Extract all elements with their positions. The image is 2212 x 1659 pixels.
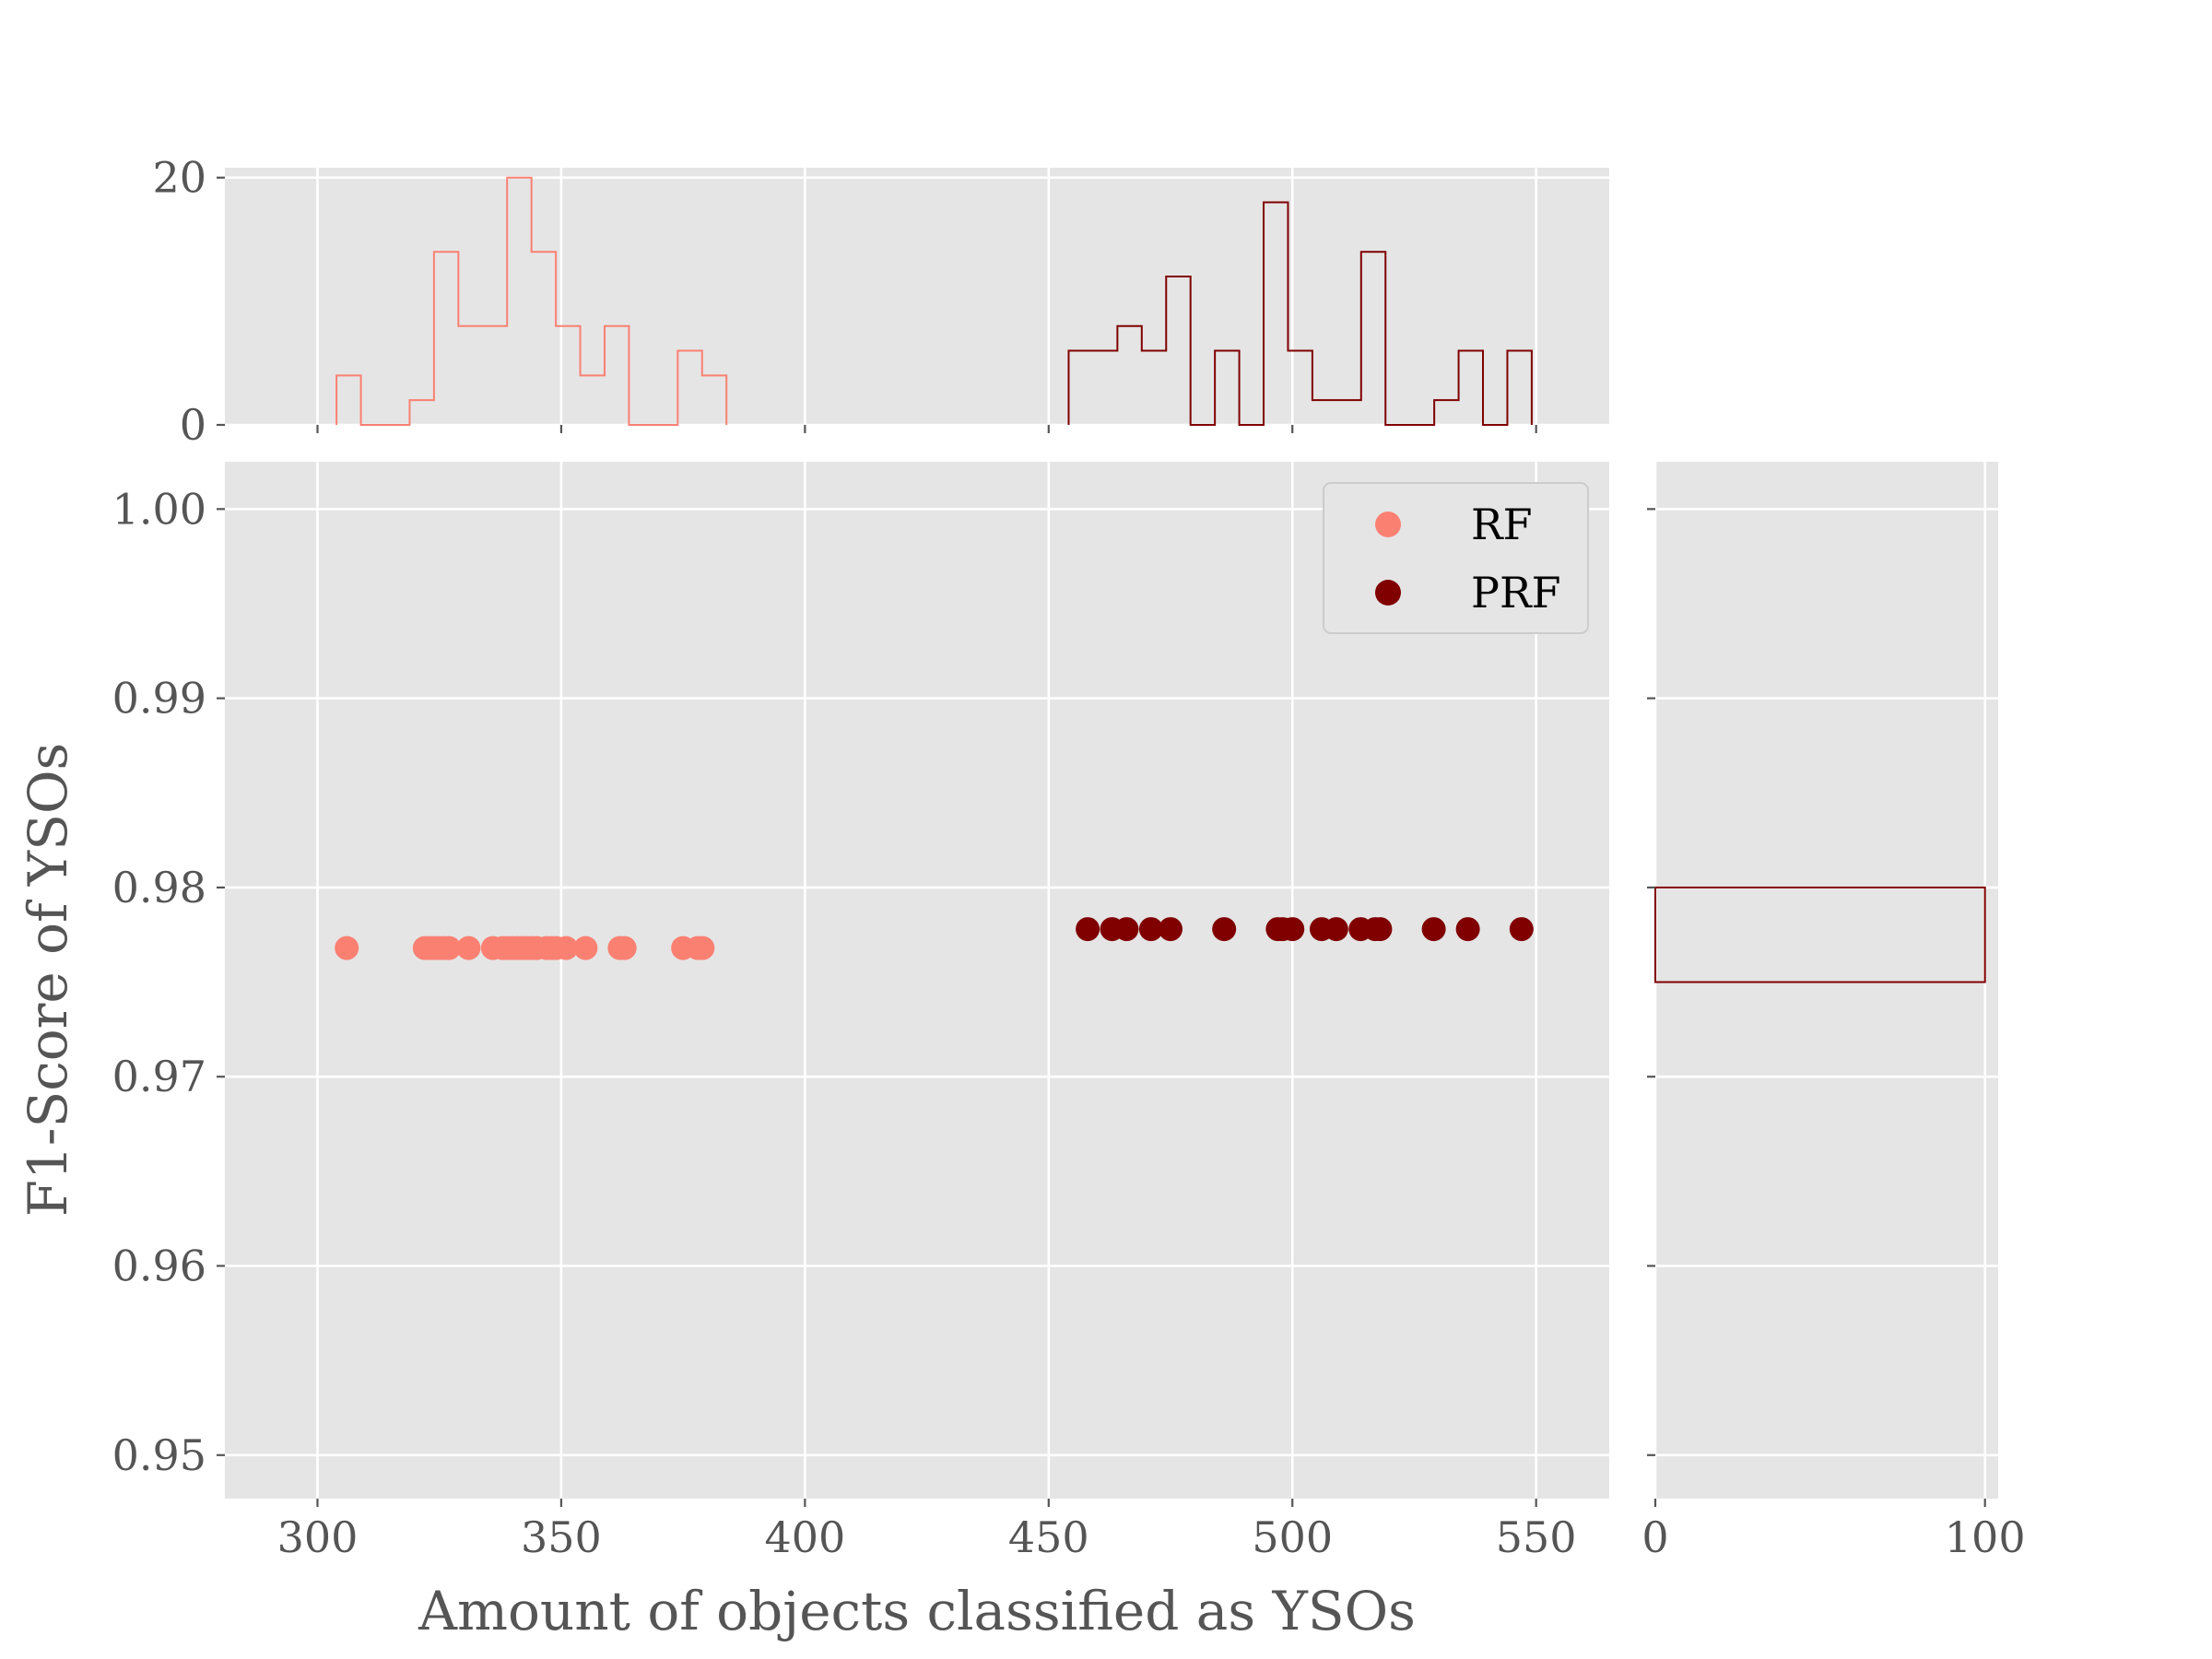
x-tick-label-500: 500 (1252, 1512, 1333, 1562)
point-prf-3 (1138, 917, 1163, 942)
point-prf-8 (1280, 917, 1305, 942)
legend: RF PRF (1323, 482, 1589, 634)
y-tick-label-2: 0.97 (112, 1052, 206, 1101)
main-scatter-points (335, 917, 1534, 960)
point-prf-10 (1324, 917, 1348, 942)
top-histogram-prf (1067, 201, 1533, 426)
legend-marker-prf (1375, 580, 1401, 606)
y-tick-label-5: 1.00 (112, 484, 206, 534)
top-histogram-ticks: 0 20 (152, 153, 1537, 450)
y-axis-label: F1-Score of YSOs (17, 743, 79, 1218)
right-histogram-ticks: 0 100 (1641, 508, 2026, 1562)
point-rf-20 (554, 935, 579, 960)
main-scatter-background (225, 462, 1609, 1499)
top-histogram-rf (335, 176, 728, 426)
x-tick-label-350: 350 (521, 1512, 602, 1562)
top-histogram-bars (335, 176, 1533, 426)
x-axis-label: Amount of objects classified as YSOs (418, 1580, 1416, 1642)
point-prf-2 (1114, 917, 1139, 942)
legend-label-rf: RF (1471, 500, 1533, 549)
right-x-tick-label-100: 100 (1945, 1512, 2026, 1562)
top-histogram-background (225, 168, 1609, 425)
x-tick-label-450: 450 (1008, 1512, 1089, 1562)
y-tick-label-1: 0.96 (112, 1241, 206, 1290)
legend-marker-rf (1375, 512, 1401, 537)
main-scatter-panel: 300 350 400 450 500 550 0.95 0.96 0.97 0.98 0.99 1.… (112, 462, 1609, 1562)
right-histogram-bin-0 (1654, 886, 1986, 983)
top-y-tick-label-0: 0 (180, 400, 206, 450)
point-prf-5 (1212, 917, 1237, 942)
point-rf-0 (335, 935, 359, 960)
point-prf-14 (1421, 917, 1446, 942)
point-prf-0 (1076, 917, 1100, 942)
legend-label-prf: PRF (1471, 568, 1561, 618)
top-histogram-grid (225, 168, 1609, 427)
point-prf-16 (1509, 917, 1534, 942)
point-rf-23 (612, 935, 637, 960)
y-tick-label-4: 0.99 (112, 674, 206, 724)
x-tick-label-550: 550 (1496, 1512, 1577, 1562)
y-tick-label-0: 0.95 (112, 1430, 206, 1480)
right-histogram-panel: 0 100 (1641, 462, 2026, 1562)
right-histogram-bars (1654, 886, 1986, 983)
point-prf-4 (1159, 917, 1183, 942)
right-histogram-background (1655, 462, 1998, 1499)
right-x-tick-label-0: 0 (1641, 1512, 1668, 1562)
main-scatter-ticks: 300 350 400 450 500 550 0.95 0.96 0.97 0.98 0.99 1.… (112, 484, 1577, 1562)
x-tick-label-300: 300 (277, 1512, 359, 1562)
x-tick-label-400: 400 (764, 1512, 845, 1562)
y-tick-label-3: 0.98 (112, 863, 206, 912)
point-rf-21 (573, 935, 598, 960)
point-rf-26 (690, 935, 715, 960)
point-rf-7 (456, 935, 481, 960)
point-prf-15 (1455, 917, 1480, 942)
main-scatter-grid (225, 462, 1609, 1499)
point-prf-13 (1368, 917, 1393, 942)
top-y-tick-label-20: 20 (152, 153, 206, 203)
point-rf-6 (437, 935, 462, 960)
top-histogram-panel: 0 20 (152, 153, 1609, 450)
